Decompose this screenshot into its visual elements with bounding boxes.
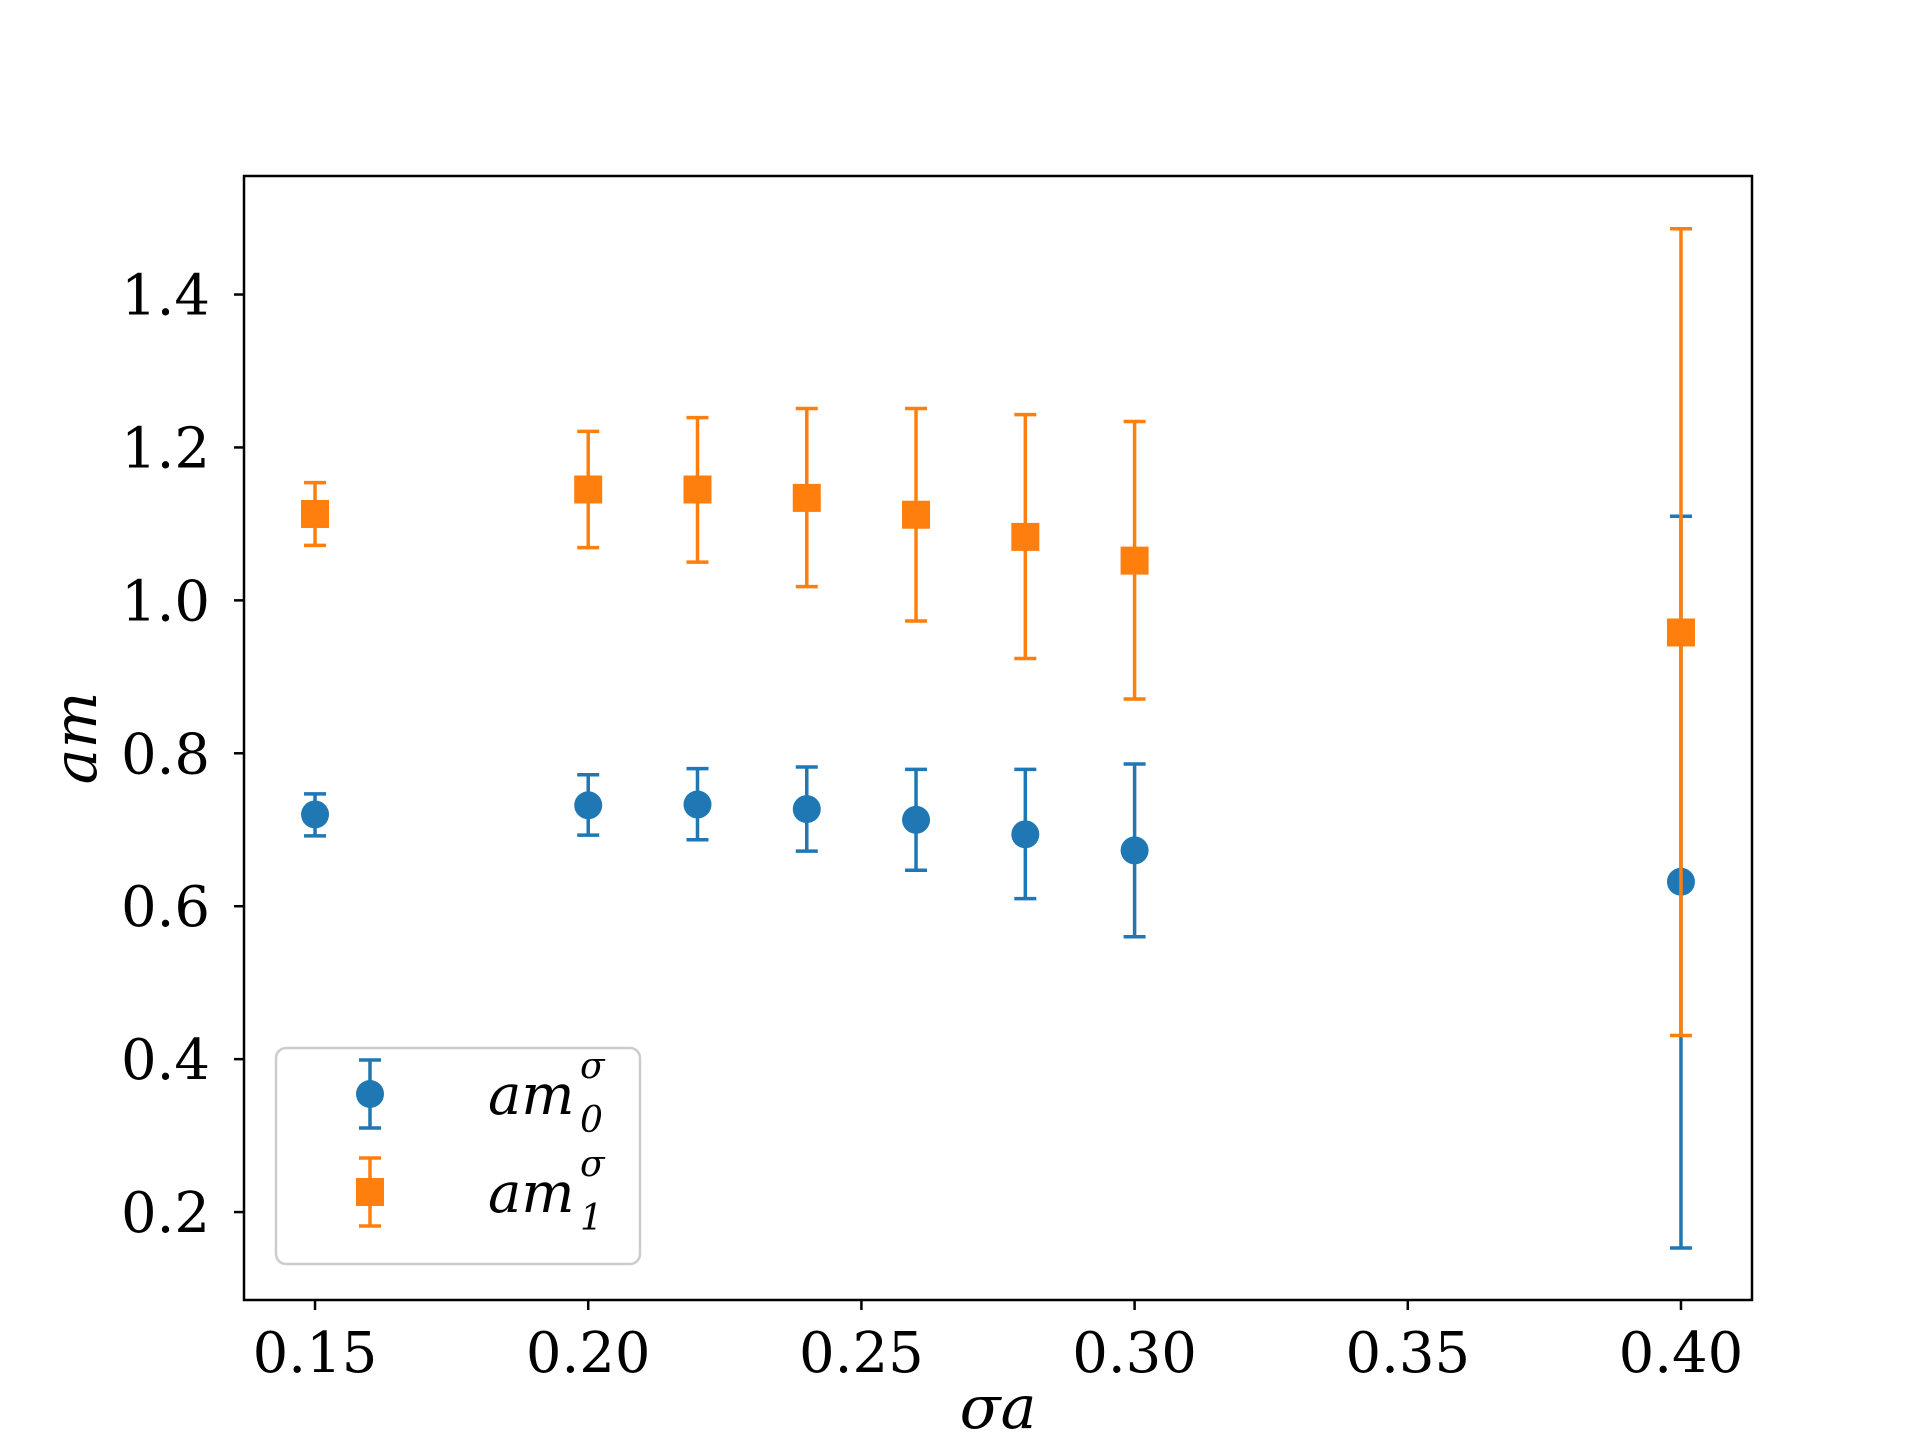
y-tick-label: 1.4 [121,264,210,329]
y-tick-label: 1.0 [121,569,210,634]
series-1-point [902,500,931,529]
y-tick-label: 0.6 [121,875,210,940]
series-1-point [1120,546,1149,575]
legend-entry-0: am σ 0 [356,1046,606,1141]
series-0-point [683,790,712,819]
series-0-point [301,800,330,829]
legend-subscript: 0 [580,1100,603,1141]
x-tick-label: 0.30 [1072,1321,1197,1386]
series-1 [301,227,1695,1038]
x-tick-label: 0.25 [799,1321,924,1386]
legend-label: am [488,1161,575,1226]
ticks: 0.15 0.20 0.25 0.30 0.35 0.40 0.2 0.4 0.6 0.8 1.0 1… [121,264,1743,1386]
series-0-point [574,791,603,820]
series-1-point [792,483,821,512]
x-tick-label: 0.20 [526,1321,651,1386]
x-tick-label: 0.40 [1619,1321,1744,1386]
y-axis-label: am [41,692,111,785]
y-tick-label: 0.4 [121,1028,210,1093]
series-layer [301,227,1695,1250]
series-1-point [301,499,330,528]
x-axis-label: σa [960,1373,1037,1440]
legend-superscript: σ [580,1144,606,1185]
axes-frame [242,174,1754,1302]
legend-marker [356,1080,384,1108]
legend-subscript: 1 [580,1198,603,1239]
x-tick-label: 0.35 [1345,1321,1470,1386]
y-tick-label: 0.2 [121,1181,210,1246]
series-0-point [1011,820,1040,849]
legend-marker [356,1178,384,1206]
series-1-point [1011,522,1040,551]
legend-label: am [488,1063,575,1128]
series-0-point [792,795,821,824]
legend-entry-1: am σ 1 [356,1144,606,1239]
legend-superscript: σ [580,1046,606,1087]
series-0-point [902,805,931,834]
series-1-point [574,475,603,504]
y-tick-label: 1.2 [121,416,210,481]
series-0-point [1120,836,1149,865]
y-tick-label: 0.8 [121,722,210,787]
series-1-point [683,475,712,504]
x-tick-label: 0.15 [253,1321,378,1386]
series-1-point [1666,618,1695,647]
